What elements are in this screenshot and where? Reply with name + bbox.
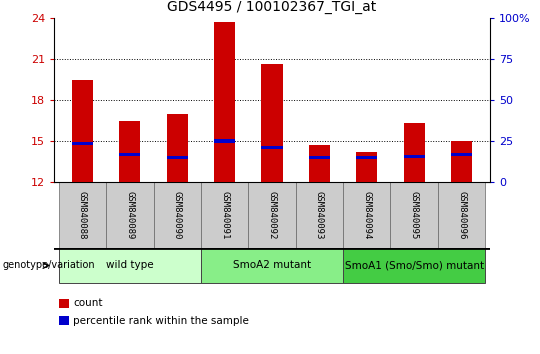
- Text: count: count: [73, 298, 103, 308]
- Bar: [403, 123, 425, 182]
- Bar: [356, 152, 377, 182]
- Text: wild type: wild type: [106, 261, 154, 270]
- Bar: [166, 156, 188, 159]
- Bar: [438, 182, 485, 248]
- Text: GSM840095: GSM840095: [410, 191, 418, 239]
- Text: SmoA2 mutant: SmoA2 mutant: [233, 261, 311, 270]
- Bar: [261, 64, 282, 182]
- Text: GSM840096: GSM840096: [457, 191, 466, 239]
- Bar: [119, 120, 140, 182]
- Text: GSM840094: GSM840094: [362, 191, 372, 239]
- Text: GSM840090: GSM840090: [173, 191, 182, 239]
- Bar: [59, 299, 69, 308]
- Bar: [106, 182, 153, 248]
- Text: SmoA1 (Smo/Smo) mutant: SmoA1 (Smo/Smo) mutant: [345, 261, 484, 270]
- Text: GSM840089: GSM840089: [125, 191, 134, 239]
- Bar: [166, 114, 188, 182]
- Bar: [451, 141, 472, 182]
- Text: genotype/variation: genotype/variation: [3, 261, 96, 270]
- Bar: [343, 182, 390, 248]
- Bar: [214, 22, 235, 182]
- Text: GSM840093: GSM840093: [315, 191, 324, 239]
- Bar: [343, 248, 485, 283]
- Bar: [201, 248, 343, 283]
- Bar: [451, 153, 472, 156]
- Bar: [261, 146, 282, 149]
- Bar: [72, 80, 93, 182]
- Title: GDS4495 / 100102367_TGI_at: GDS4495 / 100102367_TGI_at: [167, 0, 376, 14]
- Bar: [153, 182, 201, 248]
- Bar: [309, 156, 330, 159]
- Bar: [119, 153, 140, 156]
- Text: percentile rank within the sample: percentile rank within the sample: [73, 315, 249, 325]
- Text: GSM840092: GSM840092: [267, 191, 276, 239]
- Bar: [296, 182, 343, 248]
- Bar: [248, 182, 296, 248]
- Text: GSM840091: GSM840091: [220, 191, 229, 239]
- Bar: [201, 182, 248, 248]
- Bar: [59, 248, 201, 283]
- Bar: [59, 316, 69, 325]
- Bar: [309, 145, 330, 182]
- Bar: [403, 155, 425, 158]
- Bar: [59, 182, 106, 248]
- Bar: [390, 182, 438, 248]
- Text: GSM840088: GSM840088: [78, 191, 87, 239]
- Bar: [356, 156, 377, 159]
- Bar: [72, 142, 93, 145]
- Bar: [214, 139, 235, 143]
